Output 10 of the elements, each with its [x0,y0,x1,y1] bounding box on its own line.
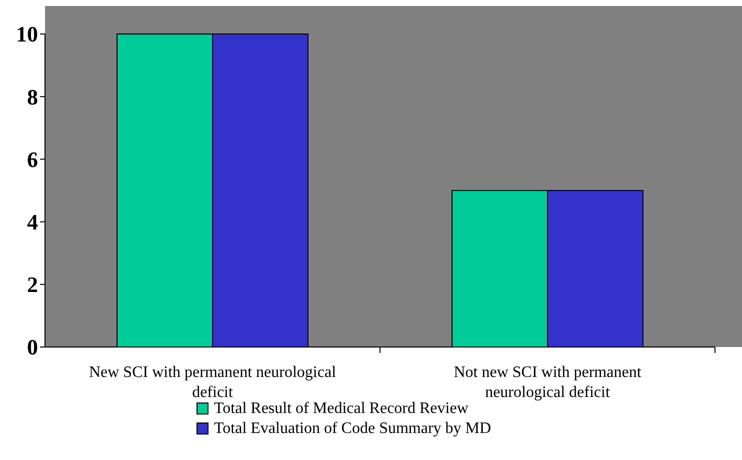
y-tick-label: 6 [27,146,38,172]
y-tick-label: 10 [16,22,38,47]
x-tick-label: New SCI with permanent neurological deficit [88,364,337,401]
legend-label: Total Evaluation of Code Summary by MD [214,420,492,437]
y-tick-label: 8 [27,84,38,110]
y-tick-label: 0 [27,334,38,360]
y-tick-label: 4 [27,210,38,234]
y-tick-label: 2 [27,272,38,298]
legend-label: Total Result of Medical Record Review [214,400,469,417]
x-tick-label: Not new SCI with permanent neurological deficit [454,364,642,401]
